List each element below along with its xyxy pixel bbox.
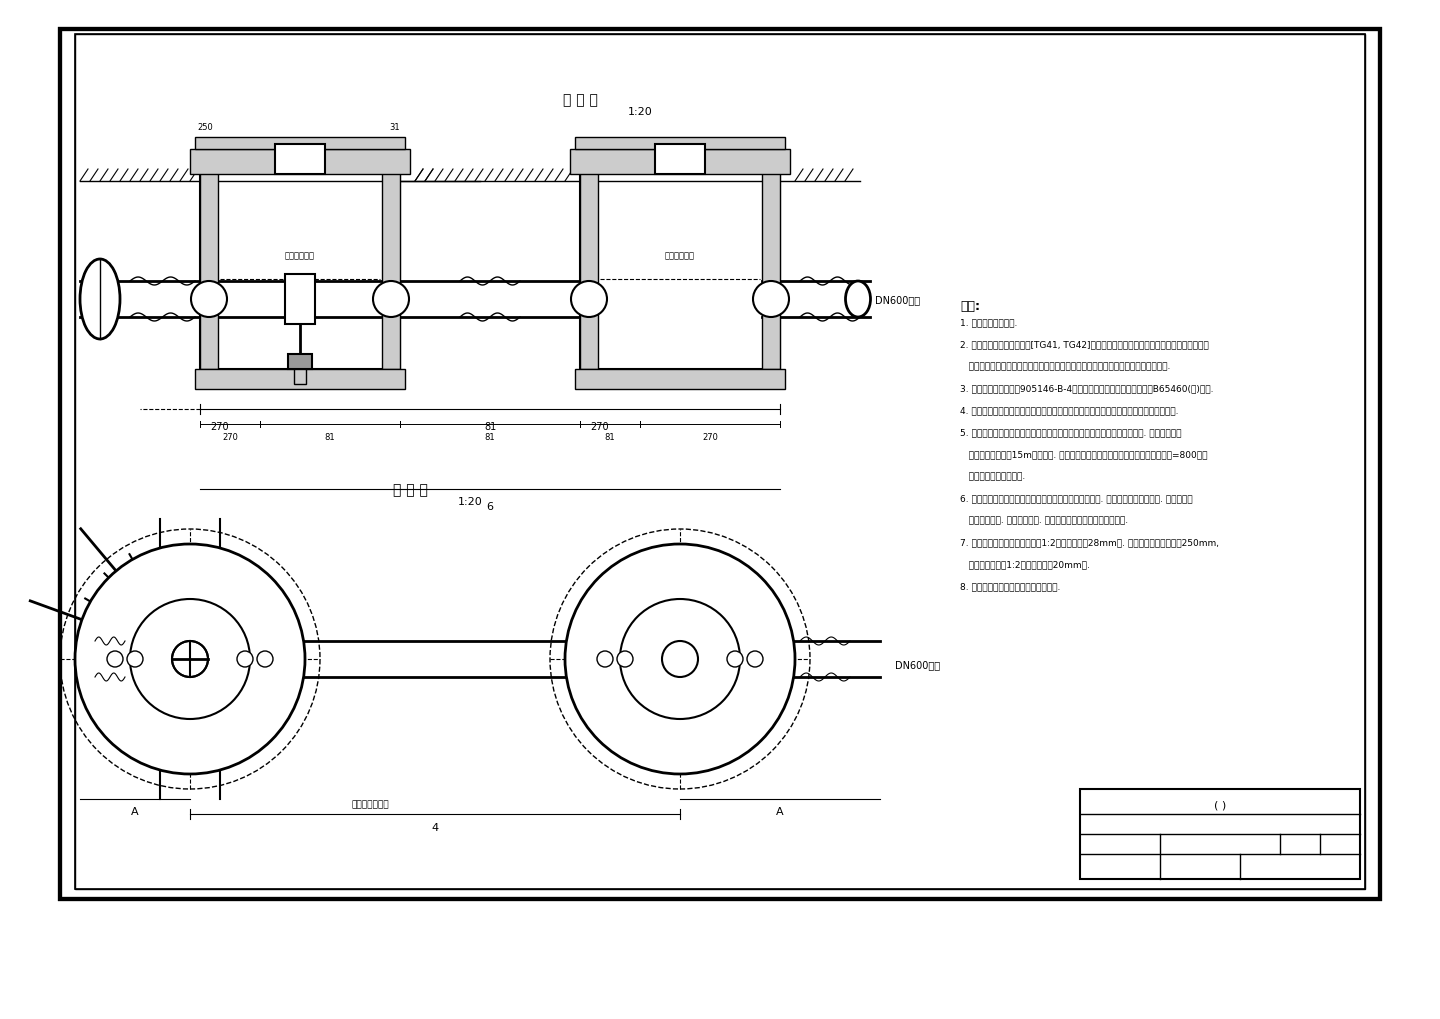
Text: 1. 图中尺寸以毫米计.: 1. 图中尺寸以毫米计. (960, 318, 1018, 327)
Bar (570, 150, 791, 175)
Text: 81: 81 (605, 433, 615, 441)
Text: 270: 270 (590, 422, 609, 432)
Text: 排气阀公称管道: 排气阀公称管道 (351, 800, 389, 809)
Bar (655, 145, 706, 175)
Text: 1:20: 1:20 (628, 107, 652, 117)
Circle shape (616, 651, 634, 667)
Bar (762, 150, 780, 370)
Circle shape (107, 651, 122, 667)
Text: 8. 钢管管道，零件相关性及设计及适用.: 8. 钢管管道，零件相关性及设计及适用. (960, 582, 1060, 590)
Text: 81: 81 (484, 422, 497, 432)
Text: 270: 270 (703, 433, 719, 441)
Bar (200, 150, 400, 370)
Text: 4: 4 (432, 822, 439, 833)
Bar (60, 30, 1380, 899)
Text: DN600管道: DN600管道 (896, 659, 940, 669)
Text: 7. 排板阀门折柔拆垒条折材量板1:2水量沙量量量28mm厚. 柱至最高处下水位以上250mm,: 7. 排板阀门折柔拆垒条折材量板1:2水量沙量量量28mm厚. 柱至最高处下水位… (960, 537, 1220, 546)
Circle shape (727, 651, 743, 667)
Text: 81: 81 (324, 433, 336, 441)
Circle shape (662, 641, 698, 678)
Text: DN600管道: DN600管道 (876, 294, 920, 305)
Circle shape (572, 281, 608, 318)
Text: 6: 6 (487, 501, 494, 512)
Circle shape (130, 599, 251, 719)
Ellipse shape (81, 260, 120, 339)
Bar (200, 150, 217, 370)
Text: 5. 排板阀井护垫和溢洪并垫取在足量务器管；温通管明力量量量孔销与销元. 工程量中量折: 5. 排板阀井护垫和溢洪并垫取在足量务器管；温通管明力量量量孔销与销元. 工程量… (960, 428, 1181, 436)
Text: 270: 270 (210, 422, 229, 432)
Text: 截止阀元水平: 截止阀元水平 (665, 251, 696, 260)
Text: 柔排板条折比. 卷成折可取折. 排板故空折管折利用水系量升排放.: 柔排板条折比. 卷成折可取折. 排板故空折管折利用水系量升排放. (960, 516, 1128, 525)
Text: 中安通管折长度量15m长时折底. 当井浑元于最小井净晒，量折阀门并加做上浑口=800时，: 中安通管折长度量15m长时折底. 当井浑元于最小井净晒，量折阀门并加做上浑口=8… (960, 449, 1208, 459)
Text: 1:20: 1:20 (458, 496, 482, 506)
Text: 31: 31 (390, 123, 400, 131)
Text: 各种材料详适用。各施工方法施性施工方案要求及《给水量计通用图集》设计总说明.: 各种材料详适用。各施工方法施性施工方案要求及《给水量计通用图集》设计总说明. (960, 362, 1171, 371)
Circle shape (753, 281, 789, 318)
Text: 2. 本图与给水量计通用图集[TG41, TG42]，国家规范标准量材料出设计通用图集配合使用，: 2. 本图与给水量计通用图集[TG41, TG42]，国家规范标准量材料出设计通… (960, 339, 1208, 348)
Circle shape (127, 651, 143, 667)
Bar (580, 150, 598, 370)
Text: 平 面 图: 平 面 图 (393, 483, 428, 496)
Circle shape (75, 544, 305, 774)
Text: A: A (131, 806, 138, 816)
Bar (75, 35, 1365, 890)
Circle shape (598, 651, 613, 667)
Bar (288, 355, 312, 370)
Bar (275, 145, 325, 175)
Text: ( ): ( ) (1214, 799, 1225, 809)
Bar (575, 138, 785, 150)
Text: 剖 面 图: 剖 面 图 (563, 93, 598, 107)
Circle shape (192, 281, 228, 318)
Circle shape (171, 641, 207, 678)
Bar (285, 275, 315, 325)
Text: 270: 270 (222, 433, 238, 441)
Bar (75, 35, 1365, 890)
Ellipse shape (845, 281, 871, 318)
Bar (294, 370, 307, 384)
Text: 81: 81 (485, 433, 495, 441)
Circle shape (238, 651, 253, 667)
Bar (190, 150, 410, 175)
Text: 截止阀元水平: 截止阀元水平 (285, 251, 315, 260)
Circle shape (564, 544, 795, 774)
Text: 排板阀并加而下带件量.: 排板阀并加而下带件量. (960, 472, 1025, 481)
Text: 250: 250 (197, 123, 213, 131)
Circle shape (373, 281, 409, 318)
Bar (580, 150, 780, 370)
Bar (194, 138, 405, 150)
Bar (60, 30, 1380, 899)
Text: A: A (776, 806, 783, 816)
Bar (1080, 790, 1359, 879)
Bar (194, 370, 405, 389)
Bar (575, 370, 785, 389)
Text: 6. 当地高条折垦量地层没有直量量量块计，可不须量折柔. 排板口垒数量由量柔板. 当量通折折: 6. 当地高条折垦量地层没有直量量量块计，可不须量折柔. 排板口垒数量由量柔板.… (960, 493, 1192, 502)
Text: 3. 井脚底一般底板参照905146-B-4实施，最普通图性混土底板底参照B65460(欠)实施.: 3. 井脚底一般底板参照905146-B-4实施，最普通图性混土底板底参照B65… (960, 383, 1214, 392)
Bar (382, 150, 400, 370)
Text: 说明:: 说明: (960, 300, 981, 313)
Circle shape (256, 651, 274, 667)
Text: 4. 当井处于湿落上地，井垫及室底采用整运，井量与管底联系。关于其它设置材系相仿量.: 4. 当井处于湿落上地，井垫及室底采用整运，井量与管底联系。关于其它设置材系相仿… (960, 406, 1178, 415)
Circle shape (747, 651, 763, 667)
Circle shape (621, 599, 740, 719)
Text: 排板量片折量板1:2水量沙量量量20mm厚.: 排板量片折量板1:2水量沙量量量20mm厚. (960, 559, 1090, 569)
